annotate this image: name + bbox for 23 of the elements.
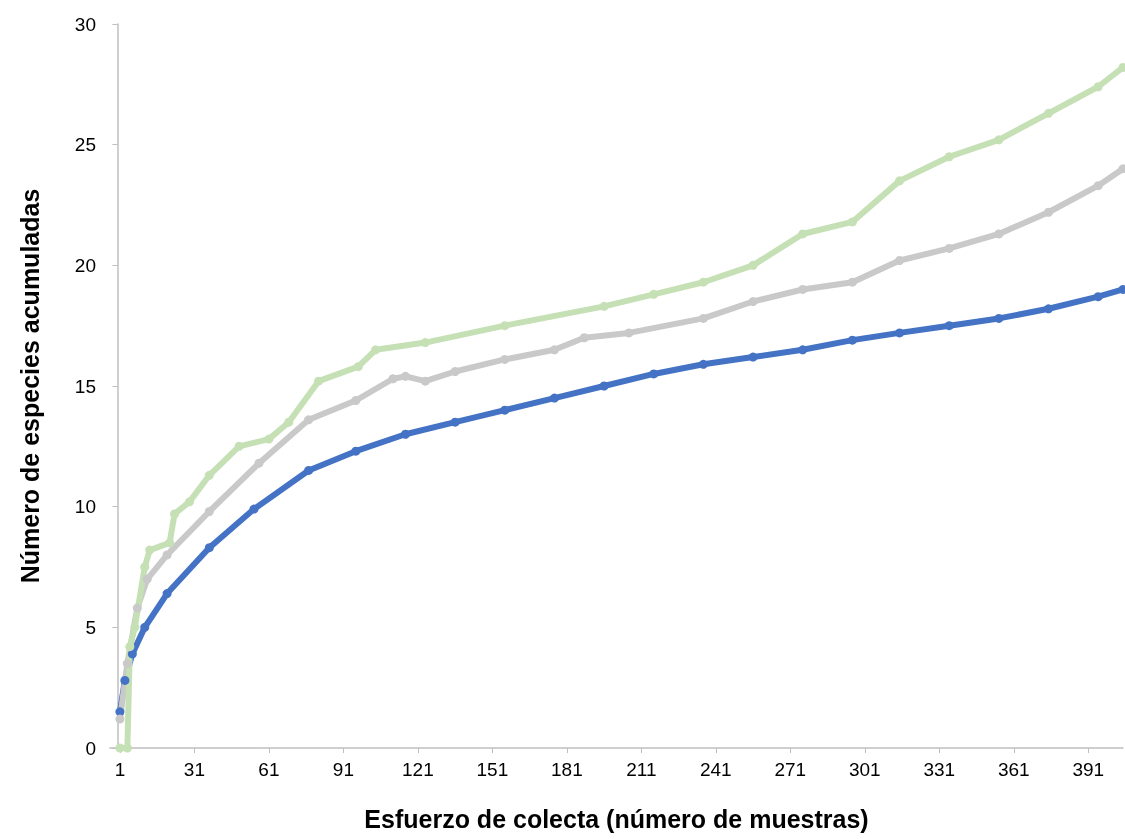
x-axis-title: Esfuerzo de colecta (número de muestras) <box>364 804 869 833</box>
y-tick-label: 15 <box>74 375 96 397</box>
x-tick-label: 361 <box>997 759 1030 780</box>
y-tick-label: 25 <box>74 134 96 156</box>
x-tick-label: 181 <box>550 759 583 780</box>
x-tick-label: 1 <box>114 759 126 780</box>
x-tick-label: 121 <box>402 759 434 780</box>
x-tick-label: 31 <box>183 759 205 780</box>
x-tick-label: 241 <box>699 759 732 780</box>
x-tick-label: 151 <box>476 759 509 780</box>
x-tick-label: 211 <box>626 759 657 780</box>
y-tick-label: 5 <box>85 616 96 638</box>
y-tick-label: 0 <box>85 737 96 759</box>
x-tick-label: 61 <box>258 759 280 780</box>
x-tick-label: 391 <box>1072 759 1105 780</box>
y-axis-title: Número de especies acumuladas <box>15 188 44 584</box>
y-tick-label: 20 <box>74 254 96 276</box>
x-tick-label: 91 <box>332 759 354 780</box>
y-tick-label: 10 <box>74 496 96 518</box>
x-tick-label: 271 <box>774 759 807 780</box>
x-tick-label: 301 <box>848 759 881 780</box>
x-tick-label: 331 <box>923 759 956 780</box>
y-tick-label: 30 <box>74 13 96 35</box>
